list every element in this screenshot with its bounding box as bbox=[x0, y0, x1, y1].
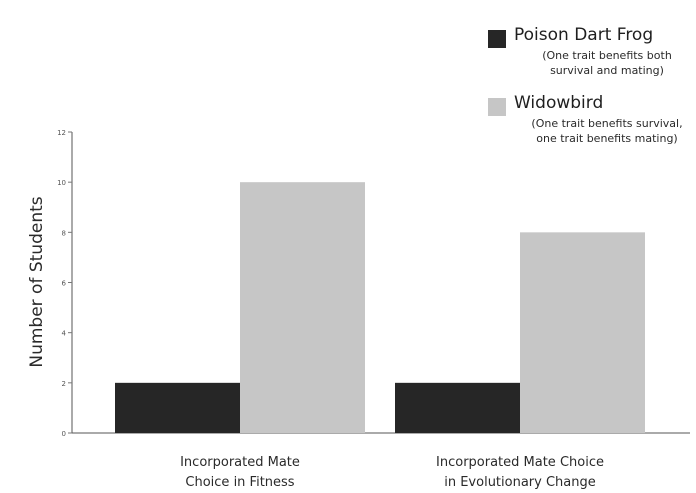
y-tick-label: 12 bbox=[57, 129, 66, 137]
legend-description-line: survival and mating) bbox=[550, 64, 664, 77]
bar-poison-dart-frog bbox=[395, 382, 520, 433]
legend-description-line: one trait benefits mating) bbox=[536, 132, 678, 145]
y-tick-label: 10 bbox=[57, 179, 66, 187]
y-tick-label: 6 bbox=[62, 280, 67, 288]
legend-label-widowbird: Widowbird bbox=[514, 93, 604, 113]
category-label-fitness: Incorporated Mate Choice in Fitness bbox=[120, 453, 360, 493]
category-label-line: Choice in Fitness bbox=[185, 475, 295, 490]
bar-widowbird bbox=[520, 232, 645, 433]
legend-description-line: (One trait benefits both bbox=[542, 49, 672, 62]
bar-widowbird bbox=[240, 182, 365, 433]
y-tick-label: 0 bbox=[62, 430, 66, 438]
legend-swatch-poison-dart-frog bbox=[488, 30, 506, 48]
legend-swatch-widowbird bbox=[488, 98, 506, 116]
y-tick-label: 4 bbox=[62, 330, 67, 338]
bar-poison-dart-frog bbox=[115, 382, 240, 433]
category-label-evolutionary-change: Incorporated Mate Choice in Evolutionary… bbox=[400, 453, 640, 493]
legend-label-poison-dart-frog: Poison Dart Frog bbox=[514, 25, 654, 45]
y-axis-label: Number of Students bbox=[27, 196, 47, 368]
category-label-line: in Evolutionary Change bbox=[444, 475, 596, 490]
legend-description-line: (One trait benefits survival, bbox=[531, 117, 683, 130]
category-label-line: Incorporated Mate Choice bbox=[436, 455, 604, 470]
y-tick-label: 8 bbox=[62, 229, 66, 237]
y-tick-label: 2 bbox=[62, 380, 66, 388]
category-label-line: Incorporated Mate bbox=[180, 455, 300, 470]
legend-description-poison-dart-frog: (One trait benefits both survival and ma… bbox=[502, 48, 696, 78]
legend-description-widowbird: (One trait benefits survival, one trait … bbox=[502, 116, 696, 146]
